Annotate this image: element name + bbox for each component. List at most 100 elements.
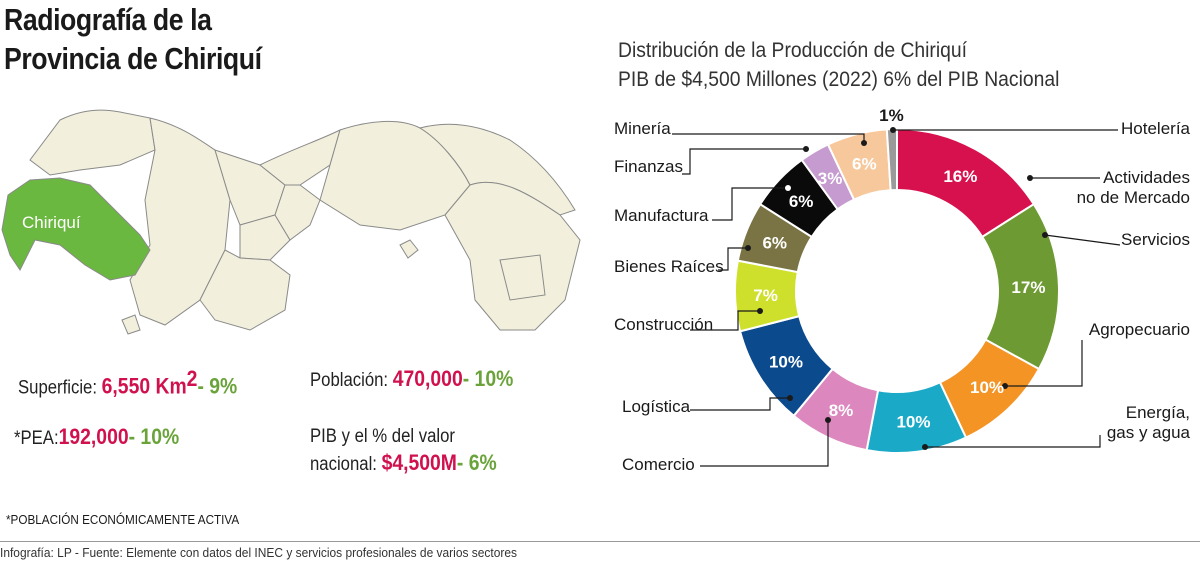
stat-pib: PIB y el % del valor nacional: $4,500M- … bbox=[310, 424, 497, 478]
category-label-1-line-2: no de Mercado bbox=[1077, 188, 1190, 207]
leader-dot-4 bbox=[922, 444, 928, 450]
category-label-7: Construcción bbox=[614, 315, 713, 334]
divider bbox=[0, 541, 1200, 542]
leader-dot-1 bbox=[1027, 175, 1033, 181]
value-label-2: 17% bbox=[1011, 278, 1045, 297]
leader-dot-11 bbox=[861, 140, 867, 146]
category-label-2: Servicios bbox=[1121, 230, 1190, 249]
pib-label-line2: nacional: bbox=[310, 454, 377, 475]
province-bocas bbox=[29, 109, 156, 176]
province-los-santos bbox=[199, 249, 291, 331]
value-label-1: 16% bbox=[943, 167, 977, 186]
category-label-8: Bienes Raíces bbox=[614, 257, 724, 276]
province-panama-oeste bbox=[274, 184, 321, 241]
pea-share: - 10% bbox=[128, 424, 180, 449]
category-label-3: Agropecuario bbox=[1089, 320, 1190, 339]
category-label-11-line-1: Minería bbox=[614, 119, 671, 138]
title-line-1: Radiografía de la bbox=[4, 2, 212, 37]
category-label-6: Logística bbox=[622, 397, 691, 416]
leader-dot-9 bbox=[785, 185, 791, 191]
leader-line-5 bbox=[700, 420, 829, 467]
value-label-11: 6% bbox=[852, 155, 877, 174]
footnote: *POBLACIÓN ECONÓMICAMENTE ACTIVA bbox=[6, 512, 240, 527]
stat-pea: *PEA:192,000- 10% bbox=[14, 424, 179, 450]
page-title: Radiografía de la Provincia de Chiriquí bbox=[4, 0, 262, 78]
category-label-11: Minería bbox=[614, 119, 671, 138]
province-herrera bbox=[239, 214, 291, 261]
value-label-12: 1% bbox=[879, 106, 904, 125]
leader-line-2 bbox=[1044, 234, 1121, 246]
province-guna-yala bbox=[418, 123, 576, 216]
category-label-8-line-1: Bienes Raíces bbox=[614, 257, 724, 276]
value-labels: 16%17%10%10%8%10%7%6%6%3%6%1% bbox=[753, 106, 1045, 431]
leader-dot-7 bbox=[757, 308, 763, 314]
leader-line-4 bbox=[925, 435, 1101, 448]
category-label-10-line-1: Finanzas bbox=[614, 157, 683, 176]
value-label-6: 10% bbox=[769, 352, 803, 371]
island-rey bbox=[399, 239, 419, 259]
leader-line-10 bbox=[682, 148, 806, 175]
poblacion-value: 470,000 bbox=[392, 366, 463, 391]
chart-subtitle: PIB de $4,500 Millones (2022) 6% del PIB… bbox=[618, 68, 1060, 91]
stat-superficie: Superficie: 6,550 Km2- 9% bbox=[18, 366, 237, 399]
panama-provinces bbox=[29, 109, 581, 335]
province-darien bbox=[444, 181, 581, 331]
category-label-12: Hotelería bbox=[1121, 119, 1191, 138]
category-label-10: Finanzas bbox=[614, 157, 683, 176]
value-label-3: 10% bbox=[970, 378, 1004, 397]
category-label-1-line-1: Actividades bbox=[1103, 168, 1190, 187]
leader-line-6 bbox=[690, 397, 790, 411]
panama-map: Chiriquí bbox=[1, 109, 581, 335]
category-label-6-line-1: Logística bbox=[622, 397, 691, 416]
value-label-8: 6% bbox=[762, 234, 787, 253]
pib-label-line1: PIB y el % del valor bbox=[310, 426, 455, 447]
leader-dot-2 bbox=[1042, 232, 1048, 238]
pib-share: - 6% bbox=[456, 450, 497, 475]
donut-slices bbox=[734, 127, 1060, 454]
category-label-1: Actividades no de Mercado bbox=[1077, 168, 1190, 207]
superficie-label: Superficie: bbox=[18, 377, 98, 399]
leader-dot-3 bbox=[1002, 383, 1008, 389]
category-label-4: Energía, gas y agua bbox=[1107, 403, 1191, 442]
leader-dot-5 bbox=[825, 417, 831, 423]
leader-lines bbox=[672, 127, 1121, 467]
pib-value: $4,500M bbox=[381, 450, 457, 475]
value-label-4: 10% bbox=[896, 412, 930, 431]
value-label-9: 6% bbox=[789, 192, 814, 211]
category-label-3-line-1: Agropecuario bbox=[1089, 320, 1190, 339]
category-labels: Actividades no de Mercado Servicios Agropec… bbox=[614, 119, 1191, 474]
leader-dot-8 bbox=[745, 245, 751, 251]
category-label-4-line-1: Energía, bbox=[1126, 403, 1190, 422]
chart-title-block: Distribución de la Producción de Chiriqu… bbox=[618, 36, 1059, 94]
title-line-2: Provincia de Chiriquí bbox=[4, 41, 262, 76]
leader-line-7 bbox=[690, 310, 760, 331]
value-label-5: 8% bbox=[829, 401, 854, 420]
superficie-share: - 9% bbox=[197, 373, 238, 399]
leader-dot-10 bbox=[803, 146, 809, 152]
island-coiba bbox=[121, 314, 141, 335]
superficie-sup: 2 bbox=[186, 366, 198, 391]
poblacion-label: Población: bbox=[310, 370, 389, 391]
leader-dot-12 bbox=[890, 127, 896, 133]
chart-title: Distribución de la Producción de Chiriqu… bbox=[618, 39, 968, 62]
leader-line-9 bbox=[712, 187, 788, 221]
category-label-4-line-2: gas y agua bbox=[1107, 423, 1191, 442]
superficie-value: 6,550 Km bbox=[101, 373, 187, 399]
value-label-10: 3% bbox=[818, 169, 843, 188]
category-label-9: Manufactura bbox=[614, 206, 709, 225]
category-label-7-line-1: Construcción bbox=[614, 315, 713, 334]
category-label-12-line-1: Hotelería bbox=[1121, 119, 1191, 138]
leader-line-8 bbox=[718, 247, 748, 271]
credit-line: Infografía: LP - Fuente: Elemente con da… bbox=[0, 545, 517, 560]
category-label-5: Comercio bbox=[622, 455, 695, 474]
chiriqui-map-label: Chiriquí bbox=[22, 213, 81, 232]
leader-line-3 bbox=[1005, 340, 1083, 387]
category-label-9-line-1: Manufactura bbox=[614, 206, 709, 225]
value-label-7: 7% bbox=[753, 286, 778, 305]
pea-label: *PEA: bbox=[14, 428, 59, 449]
province-colon bbox=[259, 129, 341, 186]
province-embera bbox=[499, 254, 546, 301]
category-label-5-line-1: Comercio bbox=[622, 455, 695, 474]
leader-dot-6 bbox=[787, 395, 793, 401]
